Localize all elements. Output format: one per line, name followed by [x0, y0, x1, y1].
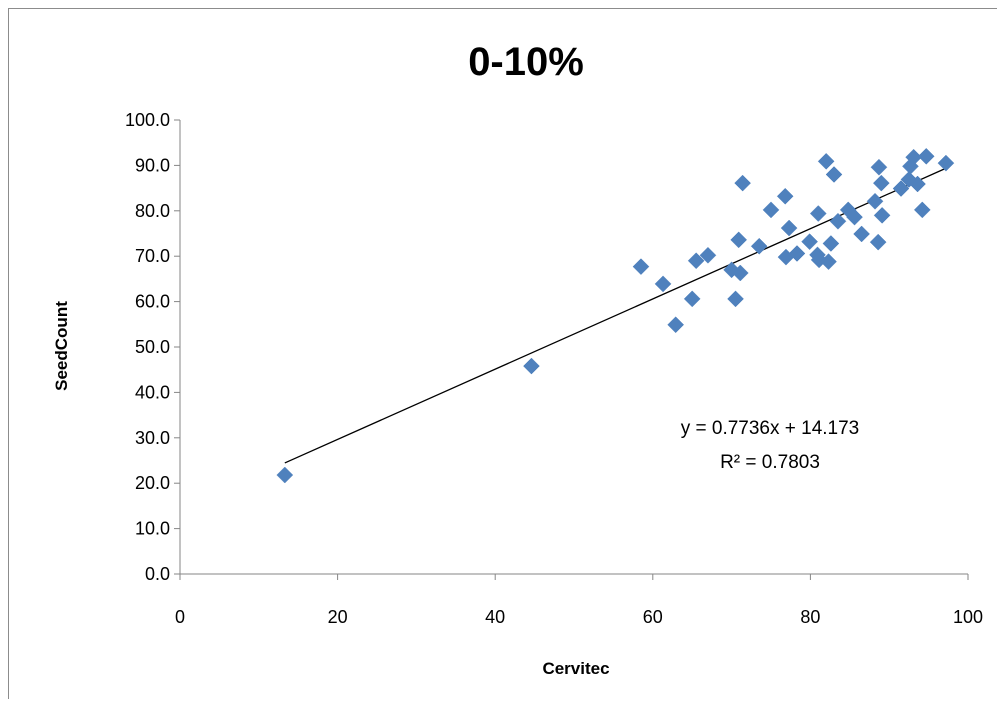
data-point	[727, 290, 744, 308]
trendline-r2: R² = 0.7803	[720, 452, 820, 473]
y-tick-label: 100.0	[125, 110, 170, 130]
data-point	[869, 233, 887, 251]
data-point	[683, 290, 701, 308]
y-tick-label: 20.0	[135, 473, 170, 493]
y-tick-label: 50.0	[135, 337, 170, 357]
data-point	[523, 357, 540, 375]
data-point	[853, 225, 870, 243]
data-point	[276, 466, 294, 484]
y-tick-label: 80.0	[135, 201, 170, 221]
data-point	[734, 174, 751, 192]
y-tick-label: 40.0	[135, 382, 170, 402]
y-tick-label: 60.0	[135, 292, 170, 312]
data-point	[913, 201, 931, 219]
data-point	[829, 212, 847, 230]
x-tick-label: 40	[485, 607, 505, 627]
y-tick-label: 30.0	[135, 428, 170, 448]
data-point	[825, 166, 843, 183]
data-point	[699, 246, 717, 264]
data-point	[730, 231, 748, 249]
data-point	[654, 275, 672, 293]
x-tick-label: 60	[643, 607, 663, 627]
y-axis-label: SeedCount	[52, 301, 71, 391]
y-tick-label: 90.0	[135, 155, 170, 175]
data-point	[846, 208, 863, 226]
x-axis: 0 20 40 60 80 100	[175, 573, 983, 627]
trendline-equation: y = 0.7736x + 14.173	[681, 418, 860, 439]
y-tick-label: 0.0	[145, 564, 170, 584]
x-tick-label: 80	[800, 607, 820, 627]
y-tick-label: 10.0	[135, 519, 170, 539]
data-point	[687, 252, 705, 270]
data-point	[801, 233, 818, 251]
x-tick-label: 20	[328, 607, 348, 627]
data-points	[276, 147, 955, 484]
data-point	[750, 237, 768, 255]
data-point	[917, 147, 935, 165]
chart-title: 0-10%	[468, 40, 584, 84]
x-tick-label: 0	[175, 607, 185, 627]
y-tick-label: 70.0	[135, 246, 170, 266]
data-point	[905, 148, 922, 166]
data-point	[892, 180, 910, 197]
data-point	[872, 174, 890, 192]
data-point	[762, 201, 780, 219]
data-point	[780, 219, 798, 237]
data-point	[937, 154, 955, 172]
chart-frame	[8, 8, 997, 699]
data-point	[822, 235, 840, 252]
y-axis: 0.0 10.0 20.0 30.0 40.0 50.0 60.0 70.0 80.0 90.0 1…	[125, 110, 181, 584]
x-tick-label: 100	[953, 607, 983, 627]
data-point	[632, 258, 650, 275]
data-point	[731, 264, 749, 282]
x-axis-label: Cervitec	[542, 659, 609, 678]
data-point	[873, 206, 891, 224]
data-point	[817, 152, 835, 170]
data-point	[870, 158, 888, 176]
data-point	[866, 192, 884, 210]
data-point	[809, 205, 827, 222]
data-point	[820, 253, 837, 271]
data-point	[909, 175, 926, 193]
data-point	[776, 187, 794, 205]
data-point	[667, 316, 685, 334]
data-point	[788, 245, 806, 262]
